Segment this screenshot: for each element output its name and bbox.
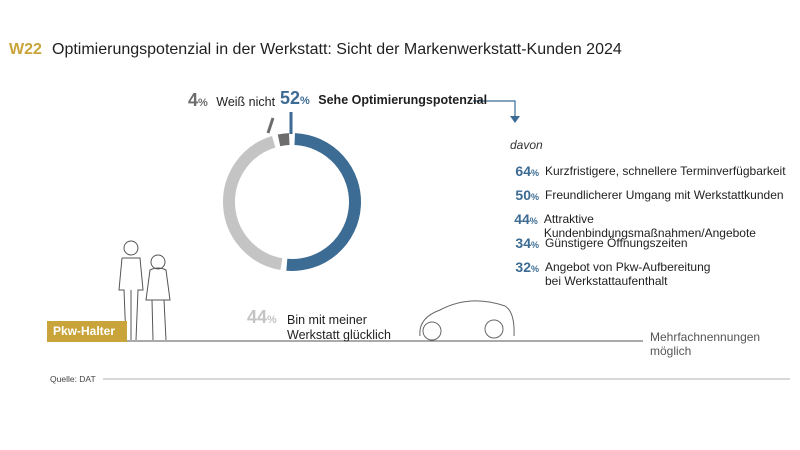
breakdown-item: 44% Attraktive Kundenbindungsmaßnahmen/A… bbox=[514, 211, 756, 241]
breakdown-item: 34% Günstigere Öffnungszeiten bbox=[515, 235, 688, 251]
connector-arrow-line bbox=[473, 100, 516, 116]
slice-label-gluecklich: 44% bbox=[247, 307, 277, 327]
multiple-answers-note: Mehrfachnennungen möglich bbox=[650, 330, 761, 358]
breakdown-item: 64% Kurzfristigere, schnellere Terminver… bbox=[515, 163, 786, 179]
donut-chart bbox=[223, 112, 361, 271]
donut-slice bbox=[286, 133, 361, 271]
pkw-halter-badge: Pkw-Halter bbox=[47, 321, 127, 342]
breakdown-item: 32% Angebot von Pkw-Aufbereitung bei Werk… bbox=[515, 259, 711, 289]
donut-slice bbox=[223, 135, 283, 271]
donut-slice bbox=[277, 133, 290, 147]
chart-code: W22 bbox=[9, 41, 42, 58]
breakdown-item: 50% Freundlicherer Umgang mit Werkstattk… bbox=[515, 187, 784, 203]
weiss-nicht-leader-line bbox=[266, 117, 275, 134]
car-illustration bbox=[419, 300, 515, 341]
slice-label-optimierung: 52% Sehe Optimierungspotenzial bbox=[280, 88, 488, 108]
slice-label-weiss-nicht: 4% Weiß nicht bbox=[188, 90, 276, 110]
connector-arrow-head bbox=[510, 116, 520, 123]
slice-label-gluecklich-text: Bin mit meiner Werkstatt glücklich bbox=[287, 313, 391, 342]
chart-title: Optimierungspotenzial in der Werkstatt: … bbox=[52, 41, 622, 58]
people-illustration bbox=[118, 240, 171, 341]
source-note: Quelle: DAT bbox=[50, 374, 96, 384]
davon-label: davon bbox=[510, 138, 543, 152]
